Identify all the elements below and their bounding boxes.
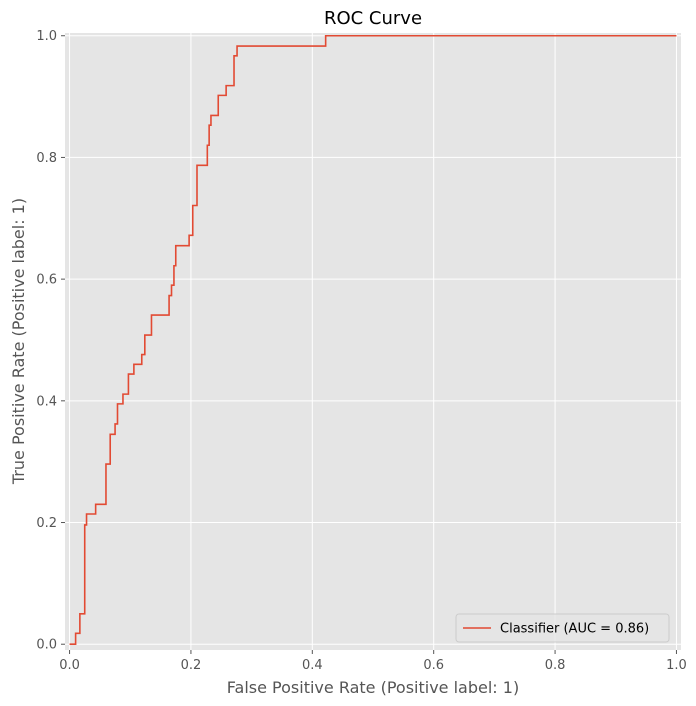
x-axis-label: False Positive Rate (Positive label: 1) (227, 678, 519, 697)
x-tick-label: 1.0 (666, 658, 687, 673)
x-tick-label: 0.8 (545, 658, 566, 673)
roc-curve-line (69, 34, 677, 646)
y-tick-label: 0.2 (36, 516, 57, 531)
y-tick-label: 0.6 (36, 273, 57, 288)
legend-label: Classifier (AUC = 0.86) (500, 622, 649, 637)
legend-box (455, 613, 670, 643)
y-tick-label: 0.4 (36, 394, 57, 409)
y-tick-label: 0.0 (36, 638, 57, 653)
x-tick-label: 0.0 (59, 658, 80, 673)
chart-title: ROC Curve (324, 8, 422, 29)
x-tick-label: 0.6 (423, 658, 444, 673)
y-tick-label: 0.8 (36, 151, 57, 166)
x-tick-label: 0.2 (181, 658, 202, 673)
x-tick-label: 0.4 (302, 658, 323, 673)
legend: Classifier (AUC = 0.86) (455, 613, 670, 643)
plot-background (65, 33, 681, 650)
y-axis-label: True Positive Rate (Positive label: 1) (9, 198, 28, 485)
y-tick-label: 1.0 (36, 29, 57, 44)
